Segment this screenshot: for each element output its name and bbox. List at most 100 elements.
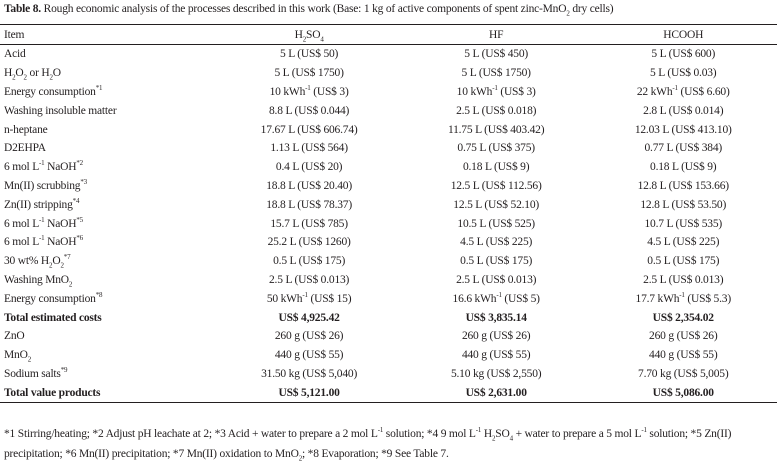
cell-hf: 5 L (US$ 1750) [461,67,531,80]
cell-hcooh: 10.7 L (US$ 535) [644,217,722,230]
table-row: Mn(II) scrubbing*3 18.8 L (US$ 20.40) 12.5… [0,177,777,196]
cell-h2so4: 260 g (US$ 26) [274,330,344,343]
cell-h2so4: 0.4 L (US$ 20) [275,161,343,174]
cell-h2so4: 0.5 L (US$ 175) [273,255,346,268]
row-item-label: Washing insoluble matter [4,104,117,117]
row-item-label: ZnO [4,330,25,343]
table-row: Sodium salts*9 31.50 kg (US$ 5,040) 5.10 k… [0,365,777,384]
cell-hcooh: 22 kWh-1 (US$ 6.60) [636,84,730,98]
row-item-label: Total estimated costs [4,311,102,324]
row-item-label: H2O2 or H2O [4,67,61,82]
cell-hcooh: 0.5 L (US$ 175) [647,255,720,268]
table-row: D2EHPA 1.13 L (US$ 564) 0.75 L (US$ 375) 0.… [0,139,777,158]
cell-hcooh: 0.77 L (US$ 384) [644,142,722,155]
row-item-label: Total value products [4,386,101,399]
cell-hf: 10 kWh-1 (US$ 3) [456,84,536,98]
row-item-label: MnO2 [4,349,31,364]
cell-h2so4: 25.2 L (US$ 1260) [267,236,351,249]
cell-h2so4: 8.8 L (US$ 0.044) [269,104,350,117]
cell-hcooh: 17.7 kWh-1 (US$ 5.3) [635,290,732,305]
table-caption: Table 8. Rough economic analysis of the … [4,3,614,18]
cell-hf: 5.10 kg (US$ 2,550) [450,367,542,380]
table-row: 6 mol L-1 NaOH*6 25.2 L (US$ 1260) 4.5 L (… [0,233,777,252]
cell-hcooh: 12.8 L (US$ 53.50) [640,198,727,211]
cell-h2so4: 1.13 L (US$ 564) [270,142,348,155]
row-item-label: 6 mol L-1 NaOH*2 [4,159,83,174]
cell-hf: 440 g (US$ 55) [461,349,531,362]
row-item-label: Zn(II) stripping*4 [4,196,80,211]
table-row: 6 mol L-1 NaOH*5 15.7 L (US$ 785) 10.5 L (… [0,214,777,233]
cell-hcooh: 2.8 L (US$ 0.014) [643,104,724,117]
cell-hf: 0.75 L (US$ 375) [457,142,535,155]
cell-hcooh: 12.8 L (US$ 153.66) [637,179,729,192]
table-row: 30 wt% H2O2*7 0.5 L (US$ 175) 0.5 L (US$ 1… [0,252,777,271]
row-item-label: Energy consumption*8 [4,290,103,305]
cell-hcooh: 0.18 L (US$ 9) [650,161,717,174]
table-row: ZnO 260 g (US$ 26) 260 g (US$ 26) 260 g (US… [0,327,777,346]
table-label: Table 8. [4,3,41,15]
cell-hcooh: US$ 5,086.00 [652,386,714,399]
cell-hcooh: 7.70 kg (US$ 5,005) [638,367,729,380]
row-item-label: 6 mol L-1 NaOH*6 [4,234,83,249]
row-item-label: 30 wt% H2O2*7 [4,253,71,270]
cell-h2so4: US$ 5,121.00 [278,386,340,399]
cell-hf: 11.75 L (US$ 403.42) [447,123,545,136]
cell-hf: 0.5 L (US$ 175) [460,255,533,268]
table-row: Zn(II) stripping*4 18.8 L (US$ 78.37) 12.5… [0,195,777,214]
cell-hcooh: 5 L (US$ 600) [651,48,716,61]
table-row: H2O2 or H2O 5 L (US$ 1750) 5 L (US$ 1750) 5… [0,64,777,83]
table-row: Energy consumption*8 50 kWh-1 (US$ 15) 16.… [0,289,777,308]
cell-hf: US$ 3,835.14 [465,311,527,324]
cell-hcooh: 5 L (US$ 0.03) [650,67,717,80]
cell-h2so4: 440 g (US$ 55) [274,349,344,362]
table-row: MnO2 440 g (US$ 55) 440 g (US$ 55) 440 g (U… [0,346,777,365]
cell-hf: 4.5 L (US$ 225) [460,236,533,249]
cell-hcooh: 260 g (US$ 26) [649,330,718,343]
cell-h2so4: 50 kWh-1 (US$ 15) [266,290,352,305]
cell-hf: 2.5 L (US$ 0.018) [456,104,537,117]
cell-hf: 5 L (US$ 450) [464,48,529,61]
cell-hcooh: 2.5 L (US$ 0.013) [643,273,724,286]
row-item-label: 6 mol L-1 NaOH*5 [4,215,83,230]
table-row: Energy consumption*1 10 kWh-1 (US$ 3) 10 k… [0,83,777,102]
table-footnotes: *1 Stirring/heating; *2 Adjust pH leacha… [4,426,732,463]
cell-hf: 12.5 L (US$ 112.56) [450,179,542,192]
cell-h2so4: 18.8 L (US$ 78.37) [266,198,352,211]
cell-h2so4: 10 kWh-1 (US$ 3) [269,84,349,98]
cell-h2so4: US$ 4,925.42 [278,311,340,324]
table-row: 6 mol L-1 NaOH*2 0.4 L (US$ 20) 0.18 L (US… [0,158,777,177]
cell-hcooh: 12.03 L (US$ 413.10) [634,123,732,136]
table-caption-text: Rough economic analysis of the processes… [43,3,614,18]
cell-h2so4: 5 L (US$ 1750) [274,67,344,80]
row-item-label: n-heptane [4,123,48,136]
cell-h2so4: 18.8 L (US$ 20.40) [266,179,352,192]
cell-h2so4: 17.67 L (US$ 606.74) [260,123,358,136]
cell-hf: 260 g (US$ 26) [461,330,531,343]
column-header-hcooh: HCOOH [663,28,704,41]
table-row: Total value products US$ 5,121.00 US$ 2,63… [0,383,777,403]
cell-h2so4: 15.7 L (US$ 785) [270,217,348,230]
cell-h2so4: 5 L (US$ 50) [280,48,339,61]
cell-hf: US$ 2,631.00 [465,386,527,399]
cell-h2so4: 2.5 L (US$ 0.013) [269,273,350,286]
row-item-label: Washing MnO2 [4,273,73,289]
cell-hcooh: 4.5 L (US$ 225) [647,236,720,249]
table-row: Total estimated costs US$ 4,925.42 US$ 3,8… [0,308,777,327]
cell-hcooh: US$ 2,354.02 [652,311,714,324]
table-row: Washing insoluble matter 8.8 L (US$ 0.044… [0,101,777,120]
column-header-hf: HF [489,28,504,41]
row-item-label: Sodium salts*9 [4,366,68,380]
cell-h2so4: 31.50 kg (US$ 5,040) [261,367,358,380]
cell-hf: 2.5 L (US$ 0.013) [456,273,537,286]
economic-analysis-table: Item H2SO4 HF HCOOH Acid 5 L (US$ 50) 5 L … [0,24,777,403]
column-header-item: Item [4,28,25,41]
header-row: Item H2SO4 HF HCOOH [0,24,777,45]
table-row: n-heptane 17.67 L (US$ 606.74) 11.75 L (US… [0,120,777,139]
cell-hf: 16.6 kWh-1 (US$ 5) [452,290,540,305]
table-row: Washing MnO2 2.5 L (US$ 0.013) 2.5 L (US$ … [0,271,777,290]
column-header-h2so4: H2SO4 [294,28,324,43]
row-item-label: D2EHPA [4,142,46,155]
cell-hf: 0.18 L (US$ 9) [462,161,530,174]
table-row: Acid 5 L (US$ 50) 5 L (US$ 450) 5 L (US$ 60… [0,45,777,64]
